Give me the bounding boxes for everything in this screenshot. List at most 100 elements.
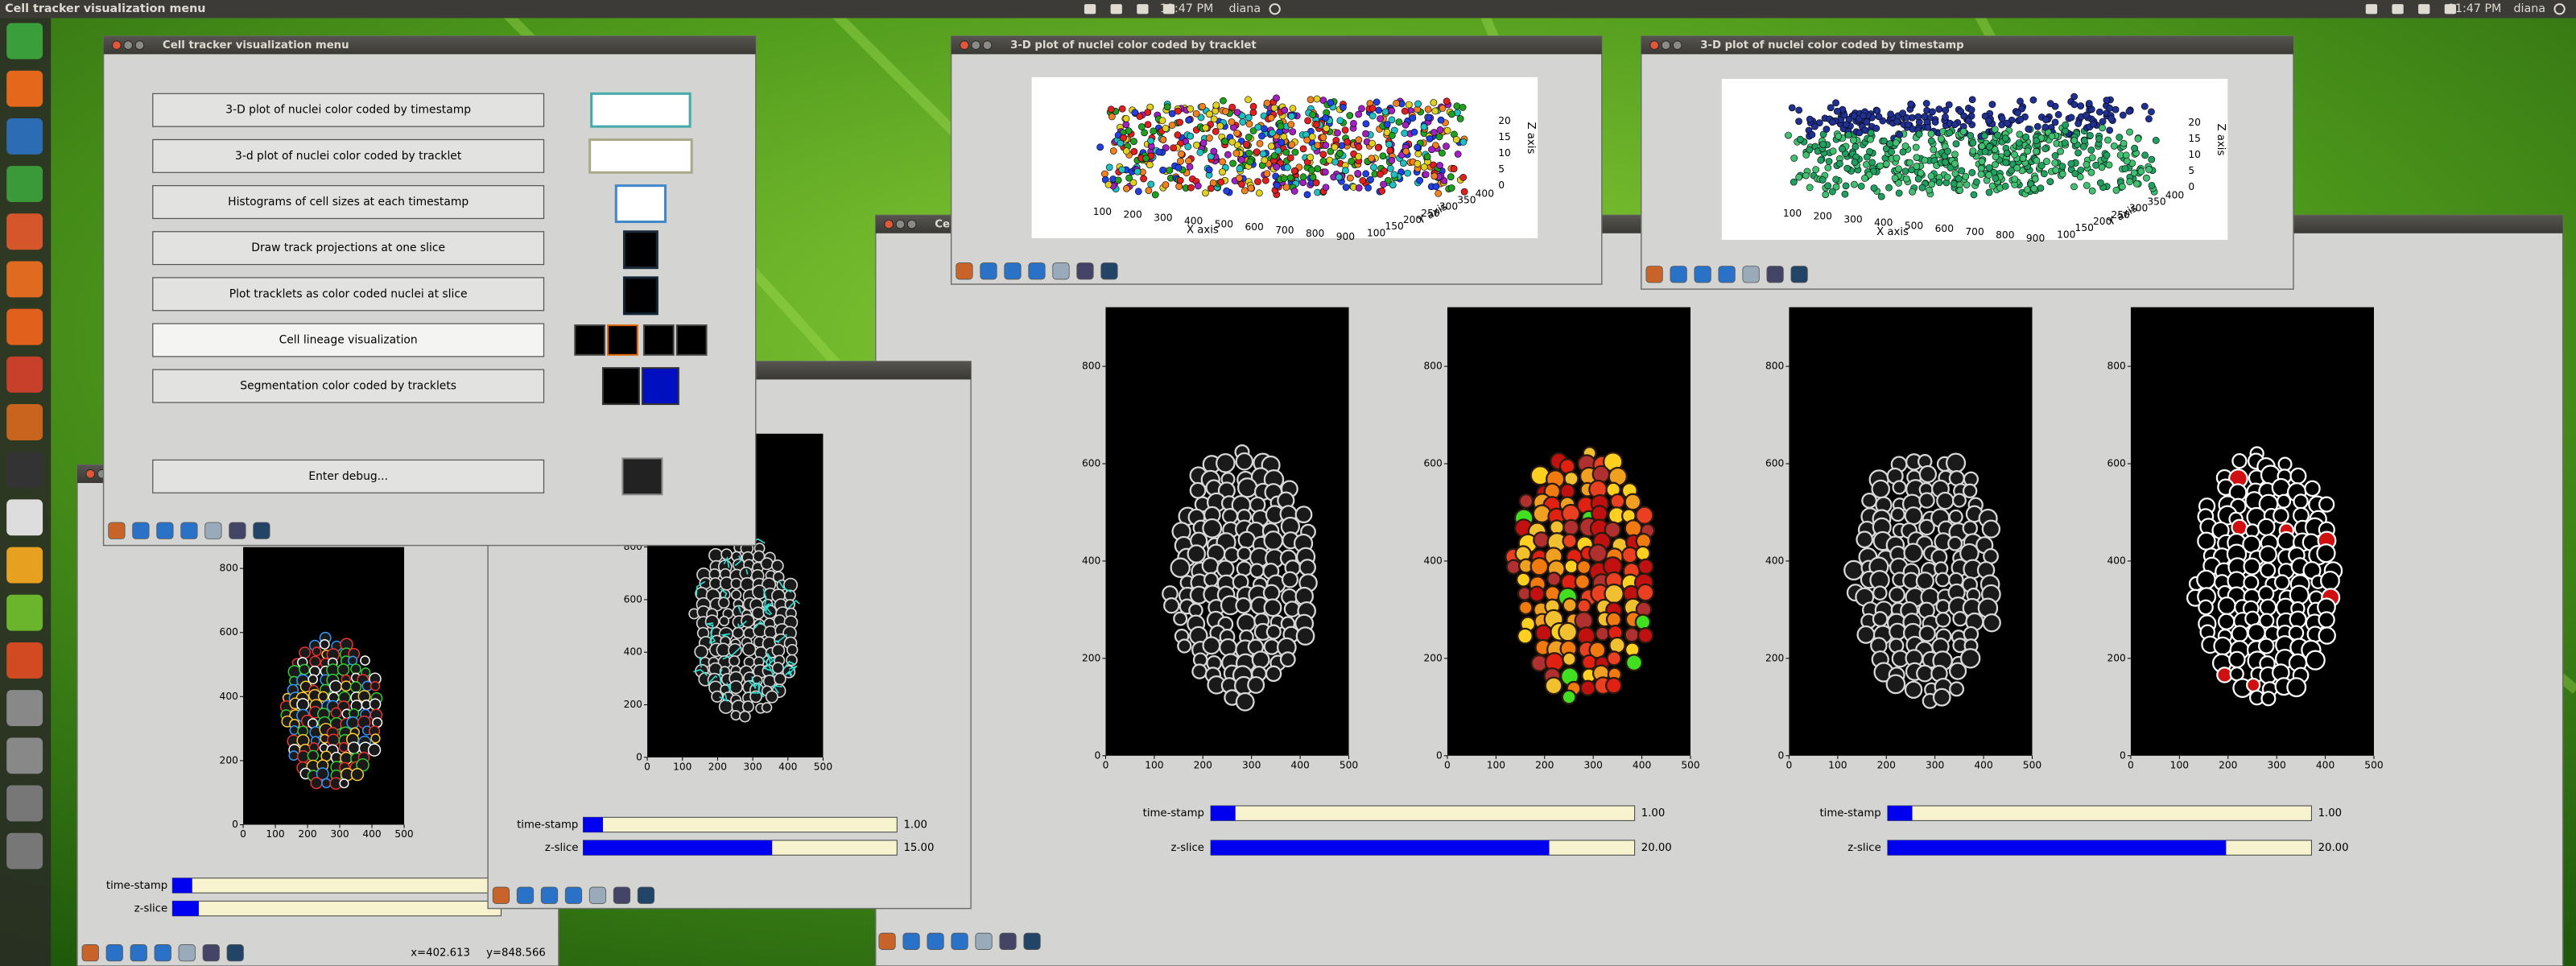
launcher-icon[interactable]: [6, 547, 43, 584]
launcher-icon[interactable]: [6, 70, 43, 107]
toolbar-button[interactable]: [902, 932, 920, 951]
window-button[interactable]: [982, 40, 993, 50]
toolbar-button[interactable]: [1100, 262, 1118, 280]
launcher-icon[interactable]: [6, 404, 43, 440]
window-button[interactable]: [906, 219, 917, 229]
toolbar-button[interactable]: [1718, 266, 1736, 283]
launcher-icon[interactable]: [6, 642, 43, 679]
toolbar-button[interactable]: [226, 944, 244, 962]
indicator-icon[interactable]: [2365, 4, 2378, 14]
toolbar-button[interactable]: [999, 932, 1017, 951]
launcher-icon[interactable]: [6, 23, 43, 60]
thumbnail[interactable]: [588, 138, 693, 174]
toolbar-button[interactable]: [1023, 932, 1041, 951]
toolbar-button[interactable]: [156, 522, 174, 539]
toolbar-button[interactable]: [927, 932, 944, 951]
window-button[interactable]: [1672, 40, 1682, 50]
indicator-icon[interactable]: [1084, 4, 1096, 14]
thumbnail[interactable]: [574, 324, 606, 356]
toolbar-button[interactable]: [1766, 266, 1784, 283]
toolbar-button[interactable]: [1004, 262, 1022, 280]
launcher-icon[interactable]: [6, 690, 43, 727]
thumbnail[interactable]: [607, 324, 638, 356]
settings-icon[interactable]: [2553, 3, 2566, 15]
indicator-icon[interactable]: [2418, 4, 2430, 14]
menu-button[interactable]: [152, 231, 545, 266]
slider-trough[interactable]: [1210, 805, 1636, 821]
launcher-icon[interactable]: [6, 261, 43, 298]
toolbar-button[interactable]: [105, 944, 123, 962]
indicator-icon[interactable]: [2444, 4, 2457, 14]
toolbar-button[interactable]: [108, 522, 126, 539]
launcher-icon[interactable]: [6, 452, 43, 489]
window-button[interactable]: [960, 40, 969, 50]
indicator-icon[interactable]: [1110, 4, 1122, 14]
toolbar-button[interactable]: [154, 944, 171, 962]
thumbnail[interactable]: [590, 92, 691, 128]
slider-trough[interactable]: [171, 900, 502, 917]
launcher-icon[interactable]: [6, 594, 43, 631]
window-button[interactable]: [123, 40, 133, 50]
indicator-icon[interactable]: [1162, 4, 1175, 14]
launcher-icon[interactable]: [6, 166, 43, 203]
toolbar-button[interactable]: [180, 522, 198, 539]
toolbar-button[interactable]: [130, 944, 147, 962]
toolbar-button[interactable]: [956, 262, 973, 280]
slider-trough[interactable]: [1887, 805, 2312, 821]
launcher-icon[interactable]: [6, 356, 43, 393]
window-button[interactable]: [884, 219, 894, 229]
settings-icon[interactable]: [1269, 3, 1281, 15]
terminal-thumbnail[interactable]: [621, 457, 663, 496]
toolbar-button[interactable]: [1670, 266, 1687, 283]
launcher-icon[interactable]: [6, 118, 43, 155]
window-button[interactable]: [971, 40, 980, 50]
launcher-icon[interactable]: [6, 499, 43, 536]
thumbnail[interactable]: [622, 276, 658, 316]
thumbnail[interactable]: [622, 230, 658, 270]
window-button[interactable]: [134, 40, 145, 50]
toolbar-button[interactable]: [613, 886, 631, 904]
toolbar-button[interactable]: [204, 522, 222, 539]
toolbar-button[interactable]: [1694, 266, 1711, 283]
slider-trough[interactable]: [582, 816, 898, 833]
indicator-icon[interactable]: [1137, 4, 1149, 14]
toolbar-button[interactable]: [1790, 266, 1808, 283]
window-button[interactable]: [895, 219, 906, 229]
menu-button[interactable]: [152, 459, 545, 493]
menu-button[interactable]: [152, 277, 545, 312]
toolbar-button[interactable]: [81, 944, 99, 962]
toolbar-button[interactable]: [975, 932, 993, 951]
indicator-icon[interactable]: [2392, 4, 2404, 14]
toolbar-button[interactable]: [951, 932, 968, 951]
launcher-icon[interactable]: [6, 737, 43, 774]
toolbar-button[interactable]: [132, 522, 150, 539]
toolbar-button[interactable]: [540, 886, 559, 904]
window-button[interactable]: [1649, 40, 1659, 50]
launcher-icon[interactable]: [6, 213, 43, 250]
toolbar-button[interactable]: [202, 944, 220, 962]
thumbnail[interactable]: [675, 324, 708, 356]
thumbnail[interactable]: [601, 367, 640, 406]
menu-button[interactable]: [152, 93, 545, 127]
toolbar-button[interactable]: [1052, 262, 1070, 280]
thumbnail[interactable]: [614, 184, 667, 224]
toolbar-button[interactable]: [516, 886, 535, 904]
toolbar-button[interactable]: [178, 944, 196, 962]
thumbnail[interactable]: [641, 367, 679, 406]
launcher-icon[interactable]: [6, 308, 43, 345]
menu-button[interactable]: [152, 185, 545, 220]
launcher-icon[interactable]: [6, 785, 43, 822]
menu-button[interactable]: [152, 369, 545, 403]
window-button[interactable]: [112, 40, 122, 50]
toolbar-button[interactable]: [588, 886, 607, 904]
menu-button[interactable]: [152, 323, 545, 357]
slider-trough[interactable]: [171, 877, 502, 894]
toolbar-button[interactable]: [637, 886, 655, 904]
toolbar-button[interactable]: [1076, 262, 1094, 280]
toolbar-button[interactable]: [1645, 266, 1663, 283]
toolbar-button[interactable]: [253, 522, 270, 539]
toolbar-button[interactable]: [229, 522, 246, 539]
toolbar-button[interactable]: [878, 932, 896, 951]
toolbar-button[interactable]: [980, 262, 997, 280]
window-button[interactable]: [1661, 40, 1671, 50]
